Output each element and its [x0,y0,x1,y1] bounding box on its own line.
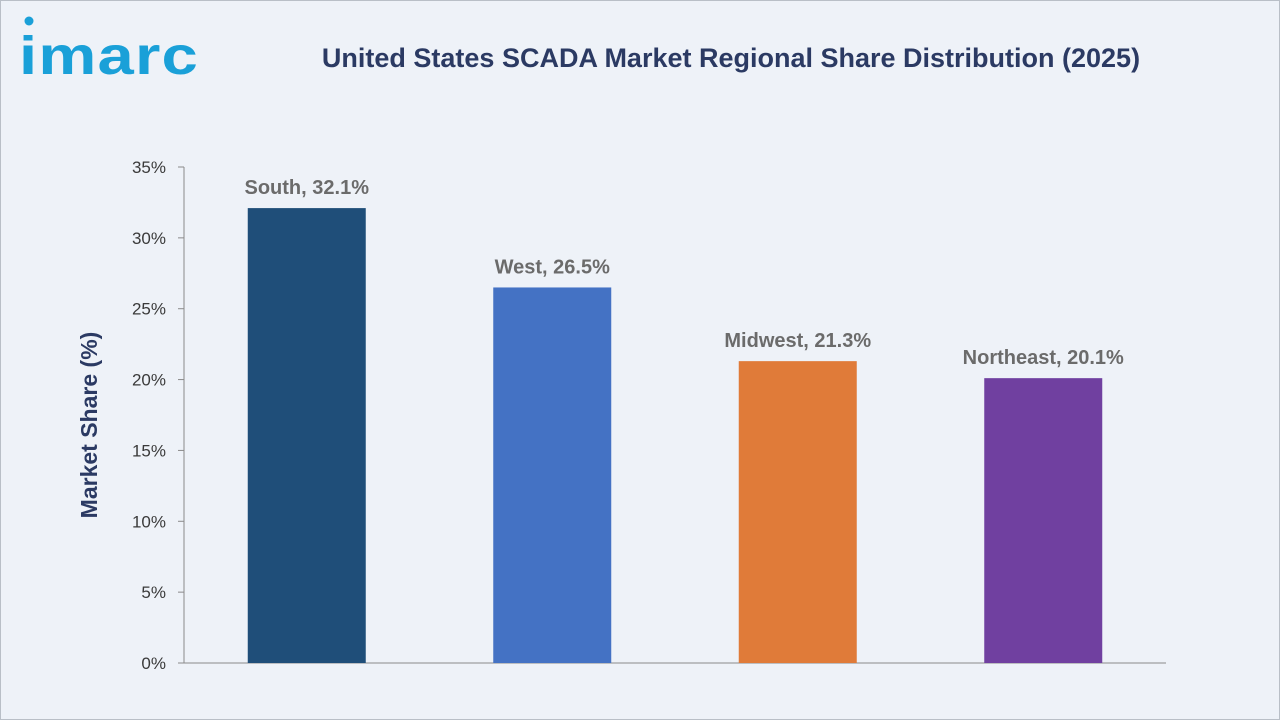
data-label-midwest: Midwest, 21.3% [724,330,871,352]
data-label-northeast: Northeast, 20.1% [963,347,1124,369]
chart-title: United States SCADA Market Regional Shar… [321,43,1141,73]
svg-text:imarc: imarc [19,26,199,85]
bar-south [247,208,366,663]
y-tick-label: 0% [141,654,166,673]
bar-midwest [738,361,857,663]
data-label-west: West, 26.5% [495,256,610,278]
y-tick-label: 20% [132,371,166,390]
y-tick-label: 30% [132,229,166,248]
data-label-south: South, 32.1% [245,177,370,199]
y-tick-label: 10% [132,512,166,531]
y-tick-label: 25% [132,300,166,319]
y-tick-label: 35% [132,158,166,177]
bar-west [493,287,612,663]
imarc-logo: imarc [19,16,199,85]
y-tick-label: 15% [132,441,166,460]
y-axis-title: Market Share (%) [76,332,102,519]
bar-northeast [984,378,1103,663]
y-tick-label: 5% [141,583,166,602]
